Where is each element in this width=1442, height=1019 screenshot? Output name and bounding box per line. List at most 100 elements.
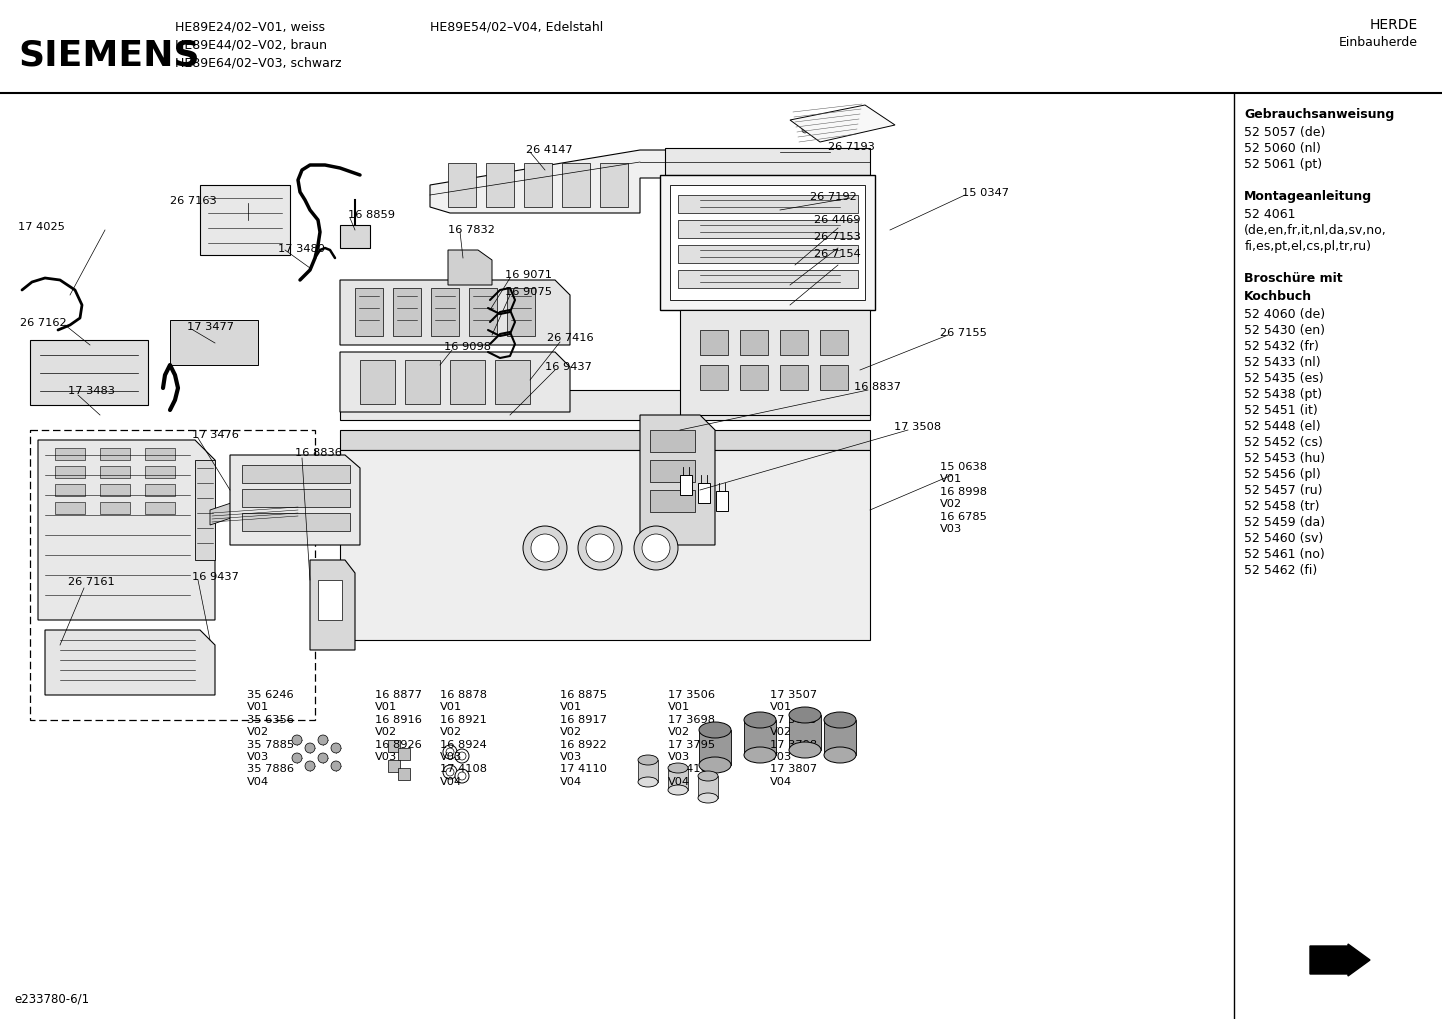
Text: 52 5458 (tr): 52 5458 (tr)	[1244, 500, 1319, 513]
Polygon shape	[146, 484, 174, 496]
Polygon shape	[55, 502, 85, 514]
Circle shape	[842, 482, 854, 494]
Polygon shape	[146, 502, 174, 514]
Polygon shape	[99, 448, 130, 460]
Text: 52 4061: 52 4061	[1244, 208, 1296, 221]
Text: HE89E54/02–V04, Edelstahl: HE89E54/02–V04, Edelstahl	[430, 20, 603, 33]
Circle shape	[813, 482, 826, 494]
Text: 26 7154: 26 7154	[813, 249, 861, 259]
Polygon shape	[744, 720, 776, 755]
Ellipse shape	[637, 755, 658, 765]
Circle shape	[642, 534, 671, 562]
Polygon shape	[99, 466, 130, 478]
Polygon shape	[820, 330, 848, 355]
Circle shape	[332, 761, 340, 771]
Polygon shape	[242, 489, 350, 507]
Text: Gebrauchsanweisung: Gebrauchsanweisung	[1244, 108, 1394, 121]
Circle shape	[459, 772, 466, 780]
Text: 26 7153: 26 7153	[813, 232, 861, 242]
Polygon shape	[340, 450, 870, 640]
Bar	[398, 768, 410, 780]
Circle shape	[332, 743, 340, 753]
Circle shape	[467, 522, 513, 568]
Polygon shape	[340, 390, 870, 420]
Text: HE89E44/02–V02, braun: HE89E44/02–V02, braun	[174, 38, 327, 51]
Circle shape	[609, 532, 634, 558]
Circle shape	[737, 522, 783, 568]
Polygon shape	[45, 630, 215, 695]
Polygon shape	[486, 163, 513, 207]
Circle shape	[319, 753, 327, 763]
Circle shape	[822, 127, 828, 133]
Circle shape	[802, 127, 808, 133]
Text: 16 8837: 16 8837	[854, 382, 901, 392]
Polygon shape	[665, 148, 870, 175]
Polygon shape	[640, 415, 715, 545]
Text: 26 4469: 26 4469	[813, 215, 861, 225]
Text: Broschüre mit: Broschüre mit	[1244, 272, 1343, 285]
Polygon shape	[394, 288, 421, 336]
Polygon shape	[562, 163, 590, 207]
Circle shape	[585, 534, 614, 562]
Bar	[358, 510, 381, 522]
Circle shape	[813, 504, 826, 516]
Circle shape	[578, 526, 622, 570]
Text: 26 7193: 26 7193	[828, 142, 875, 152]
Polygon shape	[650, 460, 695, 482]
Polygon shape	[678, 195, 858, 213]
Ellipse shape	[789, 707, 820, 723]
Ellipse shape	[823, 712, 857, 728]
Text: 16 7832: 16 7832	[448, 225, 495, 235]
Circle shape	[531, 534, 559, 562]
Ellipse shape	[699, 757, 731, 773]
Polygon shape	[495, 360, 531, 404]
Text: 26 7416: 26 7416	[547, 333, 594, 343]
Circle shape	[392, 522, 438, 568]
Text: 52 5057 (de): 52 5057 (de)	[1244, 126, 1325, 139]
Circle shape	[446, 768, 454, 776]
Polygon shape	[681, 475, 692, 495]
Circle shape	[446, 748, 454, 756]
Circle shape	[477, 532, 503, 558]
Circle shape	[523, 526, 567, 570]
Circle shape	[291, 735, 301, 745]
Circle shape	[456, 591, 474, 609]
Text: 15 0638
V01
16 8998
V02
16 6785
V03: 15 0638 V01 16 8998 V02 16 6785 V03	[940, 462, 986, 534]
Polygon shape	[678, 220, 858, 238]
Text: e233780-6/1: e233780-6/1	[14, 993, 89, 1005]
Polygon shape	[355, 288, 384, 336]
Ellipse shape	[823, 747, 857, 763]
Polygon shape	[340, 430, 870, 450]
Text: 16 8875
V01
16 8917
V02
16 8922
V03
17 4110
V04: 16 8875 V01 16 8917 V02 16 8922 V03 17 4…	[559, 690, 607, 787]
Circle shape	[842, 127, 848, 133]
Text: (de,en,fr,it,nl,da,sv,no,: (de,en,fr,it,nl,da,sv,no,	[1244, 224, 1387, 237]
Polygon shape	[55, 484, 85, 496]
Polygon shape	[170, 320, 258, 365]
Polygon shape	[30, 340, 149, 405]
Polygon shape	[678, 270, 858, 288]
Ellipse shape	[789, 742, 820, 758]
Bar	[388, 760, 399, 772]
Text: 52 5457 (ru): 52 5457 (ru)	[1244, 484, 1322, 497]
Text: 52 5433 (nl): 52 5433 (nl)	[1244, 356, 1321, 369]
Polygon shape	[211, 490, 300, 525]
Text: 26 7161: 26 7161	[68, 577, 115, 587]
Circle shape	[456, 769, 469, 783]
Text: 52 5432 (fr): 52 5432 (fr)	[1244, 340, 1319, 353]
Circle shape	[747, 532, 773, 558]
Circle shape	[319, 735, 327, 745]
Text: 17 3508: 17 3508	[894, 422, 942, 432]
Text: 16 8859: 16 8859	[348, 210, 395, 220]
Circle shape	[402, 532, 428, 558]
Text: 52 5451 (it): 52 5451 (it)	[1244, 404, 1318, 417]
Polygon shape	[405, 360, 440, 404]
Polygon shape	[508, 288, 535, 336]
Text: 52 5461 (no): 52 5461 (no)	[1244, 548, 1325, 561]
Circle shape	[443, 745, 457, 759]
Polygon shape	[681, 310, 870, 415]
Bar	[398, 748, 410, 760]
Text: 52 5438 (pt): 52 5438 (pt)	[1244, 388, 1322, 401]
Text: 26 7162: 26 7162	[20, 318, 66, 328]
Text: 52 5459 (da): 52 5459 (da)	[1244, 516, 1325, 529]
Polygon shape	[523, 163, 552, 207]
